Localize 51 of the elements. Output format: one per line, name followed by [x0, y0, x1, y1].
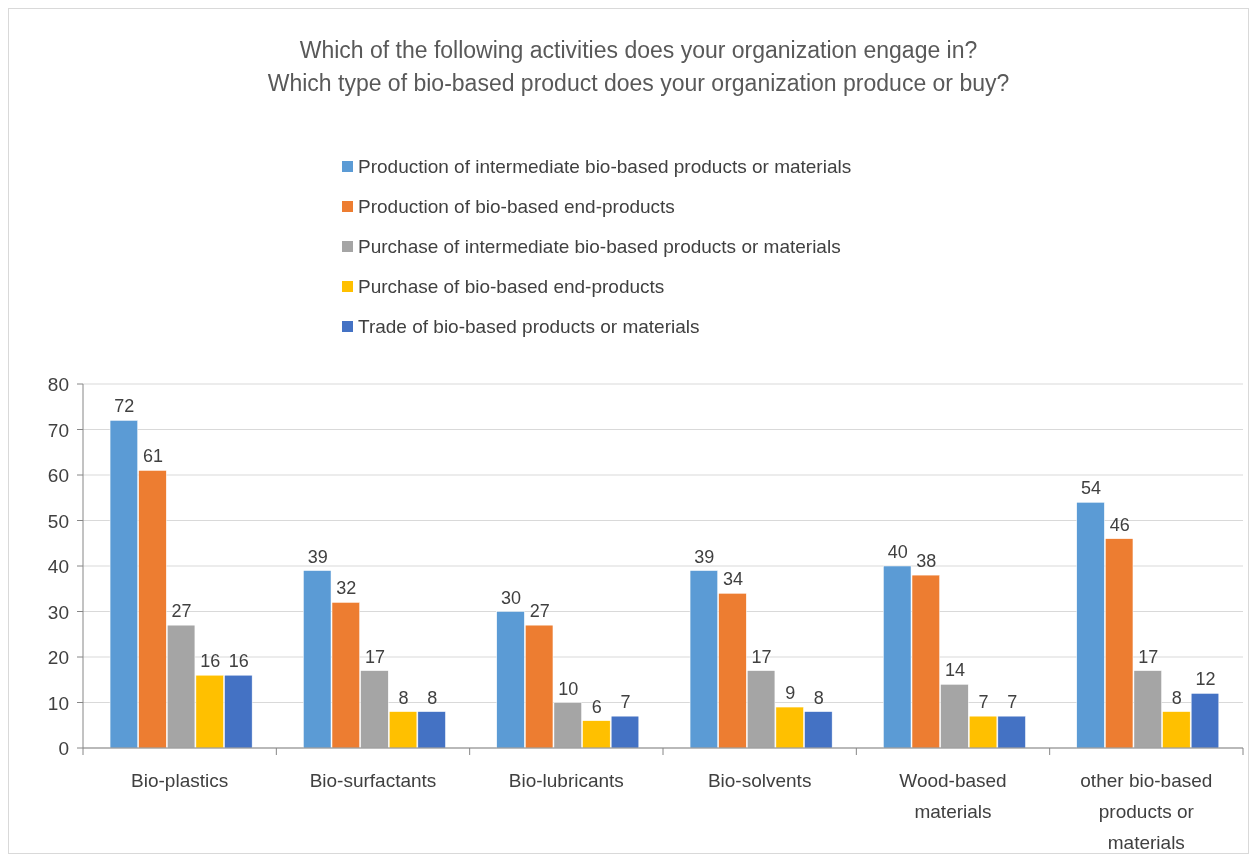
data-label: 61	[142, 446, 163, 467]
data-label: 17	[1138, 646, 1159, 667]
chart-title: Which of the following activities does your organization engage in? Which type of bio-based product does your organization produce or buy?	[267, 37, 1010, 96]
x-tick-label: Wood-based materials	[899, 770, 1007, 822]
data-label: 7	[620, 692, 631, 713]
data-label: 27	[529, 601, 550, 622]
data-label: 40	[887, 542, 908, 562]
data-label: 16	[228, 651, 249, 672]
data-label: 39	[694, 546, 715, 567]
y-tick-label: 40	[47, 556, 69, 577]
data-label: 46	[1109, 514, 1130, 535]
data-label: 6	[591, 696, 602, 717]
x-tick-label: Bio-lubricants	[508, 770, 624, 791]
data-label: 8	[1171, 687, 1182, 708]
y-tick-label: 50	[47, 510, 69, 532]
data-label: 8	[813, 687, 824, 708]
data-label: 17	[751, 646, 772, 667]
data-label: 34	[722, 569, 743, 590]
data-label: 16	[200, 651, 221, 672]
data-label: 7	[978, 692, 989, 713]
data-label: 27	[171, 601, 192, 622]
legend-label: Trade of bio-based products or materials	[358, 316, 700, 337]
data-label: 32	[336, 578, 357, 599]
y-tick-label: 80	[47, 374, 69, 395]
data-label: 12	[1195, 669, 1216, 690]
legend-label: Production of intermediate bio-based products or materials	[358, 156, 852, 177]
data-label: 39	[307, 546, 328, 567]
data-label: 54	[1081, 478, 1102, 499]
data-label: 7	[1007, 692, 1018, 713]
x-tick-label: Bio-surfactants	[309, 770, 437, 791]
x-tick-label: Bio-plastics	[131, 770, 229, 791]
y-tick-label: 10	[47, 692, 69, 714]
y-tick-label: 30	[47, 601, 69, 623]
y-tick-label: 0	[58, 738, 69, 759]
legend-label: Production of bio-based end-products	[358, 196, 675, 217]
data-label: 8	[398, 687, 409, 708]
legend-label: Purchase of bio-based end-products	[358, 276, 665, 297]
y-tick-label: 70	[47, 419, 69, 441]
y-tick-label: 20	[47, 647, 69, 668]
data-label: 38	[916, 551, 937, 572]
data-label: 72	[114, 396, 135, 417]
data-label: 30	[501, 587, 522, 608]
data-label: 10	[558, 678, 579, 699]
data-label: 17	[364, 646, 385, 667]
x-tick-label: other bio-based products or materials	[1080, 770, 1213, 853]
legend-label: Purchase of intermediate bio-based products or materials	[358, 236, 841, 257]
x-tick-label: Bio-solvents	[707, 770, 812, 791]
data-label: 14	[944, 660, 965, 681]
data-label: 9	[785, 683, 796, 704]
data-label: 8	[427, 687, 438, 708]
y-tick-label: 60	[47, 465, 69, 486]
